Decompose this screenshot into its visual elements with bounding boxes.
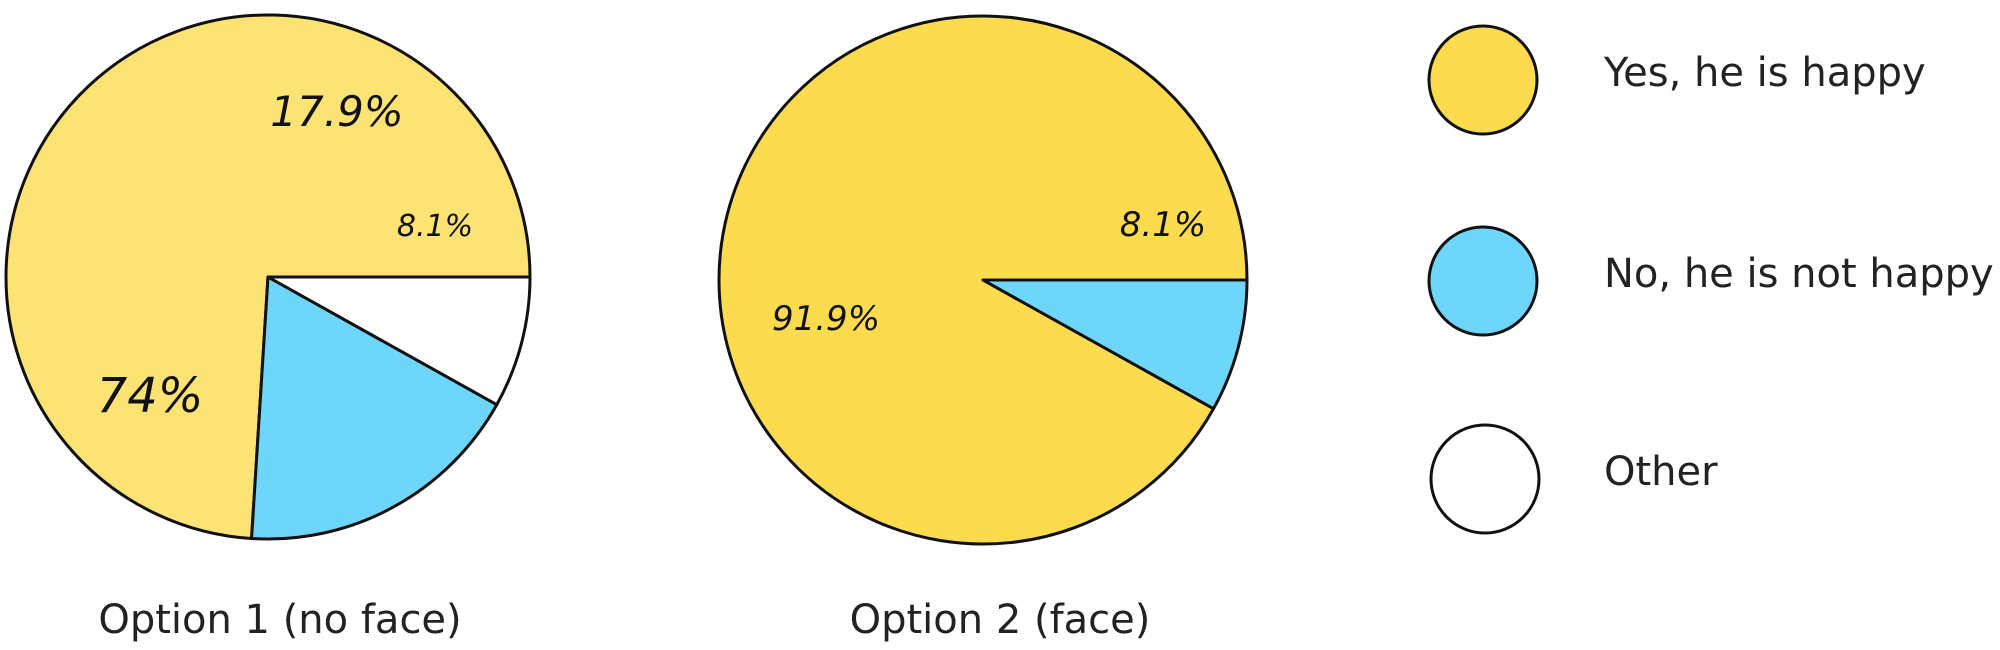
pie-2-slice-no-he-is-not-happy bbox=[981, 278, 1249, 411]
legend-item-no: No, he is not happy bbox=[1427, 225, 1994, 337]
legend-swatch-no bbox=[1427, 225, 1539, 337]
pie-2-slice-yes-he-is-happy bbox=[717, 14, 1249, 546]
legend: Yes, he is happy No, he is not happy Oth… bbox=[1427, 24, 1994, 535]
pie-1-slice-other bbox=[266, 275, 532, 407]
legend-label-other: Other bbox=[1604, 449, 1718, 495]
chart-title-option-2: Option 2 (face) bbox=[850, 597, 1151, 643]
pie-chart-option-1: 74% 17.9% 8.1% bbox=[4, 13, 532, 541]
pie-2-label-no-he-is-not-happy: 8.1% bbox=[1120, 205, 1206, 245]
pie-1-label-other: 8.1% bbox=[397, 209, 473, 244]
legend-item-yes: Yes, he is happy bbox=[1427, 24, 1926, 136]
pie-1-label-no-he-is-not-happy: 17.9% bbox=[270, 87, 403, 136]
pie-1-label-yes-he-is-happy: 74% bbox=[97, 368, 204, 424]
legend-label-no: No, he is not happy bbox=[1604, 251, 1994, 297]
pie-1-slice-no-he-is-not-happy bbox=[250, 275, 499, 541]
legend-swatch-yes bbox=[1427, 24, 1539, 136]
legend-item-other: Other bbox=[1429, 423, 1718, 535]
pie-chart-option-2: 91.9% 8.1% bbox=[717, 14, 1249, 546]
legend-label-yes: Yes, he is happy bbox=[1603, 50, 1926, 96]
chart-title-option-1: Option 1 (no face) bbox=[98, 597, 461, 643]
legend-swatch-other bbox=[1429, 423, 1541, 535]
pie-2-label-yes-he-is-happy: 91.9% bbox=[772, 299, 880, 339]
